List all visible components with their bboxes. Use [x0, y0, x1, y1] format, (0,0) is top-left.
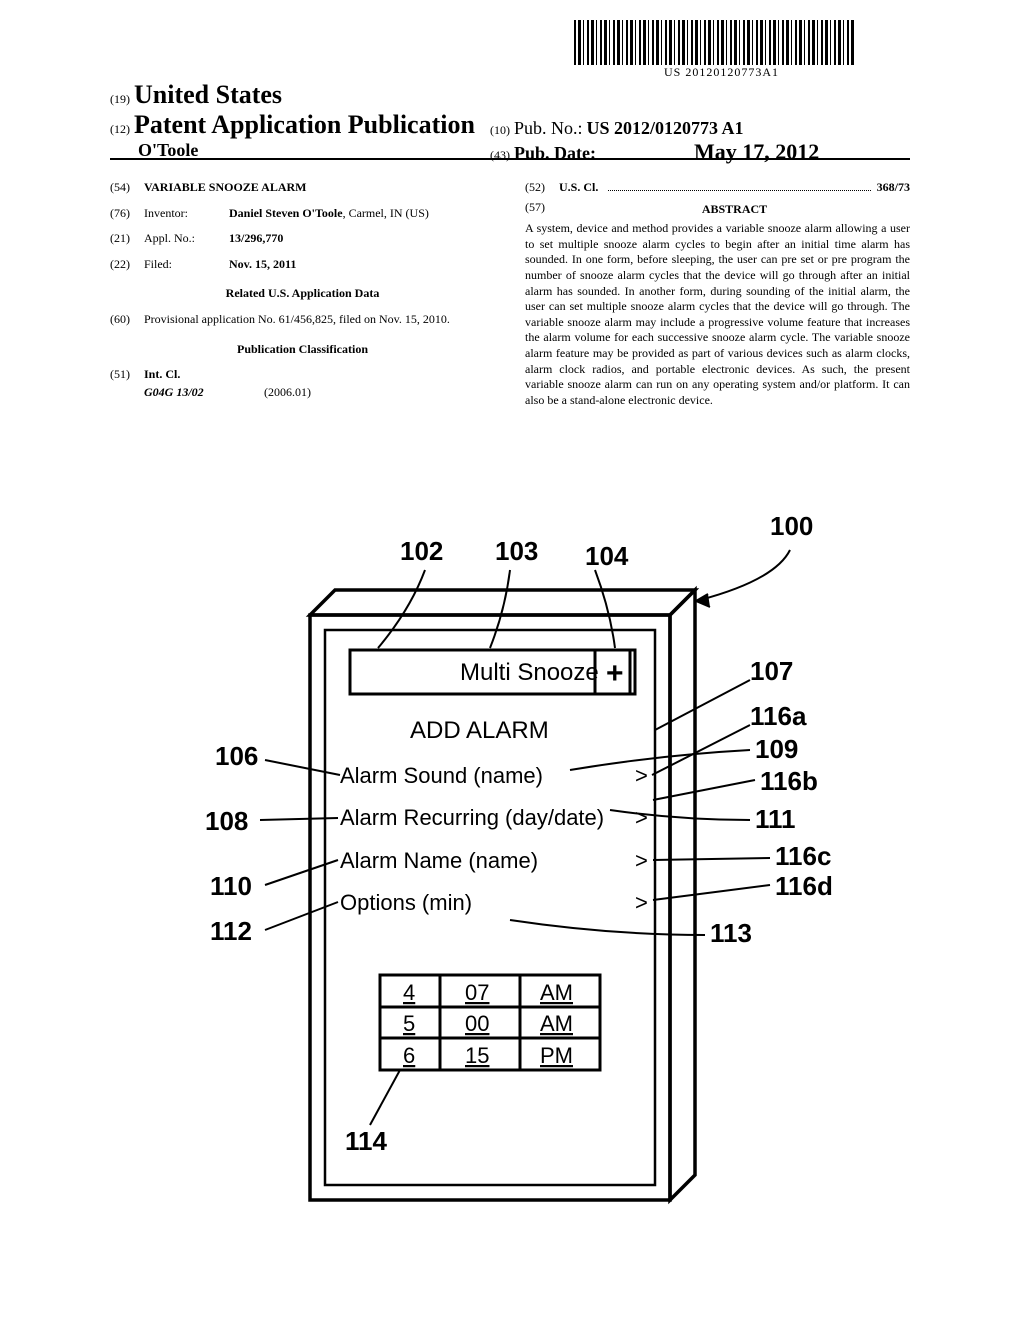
- intcl-code: G04G 13/02: [144, 385, 264, 401]
- tp-a1: AM: [540, 980, 573, 1005]
- ref-103: 103: [495, 536, 538, 566]
- arrow-3: >: [635, 848, 648, 873]
- tp-a2: AM: [540, 1011, 573, 1036]
- ref-116d: 116d: [775, 871, 833, 901]
- ref-114: 114: [345, 1126, 387, 1156]
- right-column: (52) U.S. Cl. 368/73 (57) ABSTRACT A sys…: [510, 180, 910, 408]
- tp-h2: 5: [403, 1011, 415, 1036]
- ref-104: 104: [585, 541, 629, 571]
- field-76-location: , Carmel, IN (US): [343, 206, 429, 220]
- pubno-value: US 2012/0120773 A1: [587, 118, 744, 138]
- field-21-value: 13/296,770: [229, 231, 283, 247]
- abstract-heading: ABSTRACT: [559, 202, 910, 218]
- field-54-num: (54): [110, 180, 144, 196]
- field-52-num: (52): [525, 180, 559, 196]
- field-21-num: (21): [110, 231, 144, 247]
- tp-m2: 00: [465, 1011, 489, 1036]
- field-12-num: (12): [110, 122, 130, 136]
- ref-110: 110: [210, 871, 252, 901]
- ref-116b: 116b: [760, 766, 818, 796]
- field-21-label: Appl. No.:: [144, 231, 229, 247]
- barcode-text: US 20120120773A1: [664, 65, 779, 80]
- header-rule: [110, 158, 910, 160]
- pubdate-value: May 17, 2012: [694, 139, 819, 164]
- figure: Multi Snooze + ADD ALARM Alarm Sound (na…: [110, 480, 910, 1280]
- ref-112: 112: [210, 916, 252, 946]
- field-76-num: (76): [110, 206, 144, 222]
- ref-111: 111: [755, 804, 796, 834]
- plus-icon: +: [606, 657, 624, 690]
- field-52-label: U.S. Cl.: [559, 180, 598, 196]
- ref-107: 107: [750, 656, 793, 686]
- ref-113: 113: [710, 918, 752, 948]
- country: United States: [134, 80, 282, 109]
- arrow-2: >: [635, 805, 648, 830]
- intcl-date: (2006.01): [264, 385, 311, 401]
- row-alarm-sound: Alarm Sound (name): [340, 763, 543, 788]
- tp-m1: 07: [465, 980, 489, 1005]
- pubno-label: Pub. No.:: [514, 118, 583, 138]
- ref-116a: 116a: [750, 701, 807, 731]
- publication-title: Patent Application Publication: [134, 110, 475, 139]
- field-22-num: (22): [110, 257, 144, 273]
- left-column: (54) VARIABLE SNOOZE ALARM (76) Inventor…: [110, 180, 510, 408]
- tp-a3: PM: [540, 1043, 573, 1068]
- multi-snooze-text: Multi Snooze: [460, 659, 599, 686]
- bibliographic-columns: (54) VARIABLE SNOOZE ALARM (76) Inventor…: [110, 180, 910, 408]
- row-alarm-name: Alarm Name (name): [340, 848, 538, 873]
- add-alarm-text: ADD ALARM: [410, 717, 549, 744]
- ref-102: 102: [400, 536, 443, 566]
- ref-100: 100: [770, 511, 813, 541]
- ref-109: 109: [755, 734, 798, 764]
- tp-h3: 6: [403, 1043, 415, 1068]
- ref-108: 108: [205, 806, 248, 836]
- field-76-label: Inventor:: [144, 206, 229, 222]
- field-60-num: (60): [110, 312, 144, 328]
- arrow-4: >: [635, 890, 648, 915]
- field-52-value: 368/73: [877, 180, 910, 196]
- leader-dots: [608, 180, 870, 191]
- field-57-num: (57): [525, 200, 559, 222]
- field-76-inventor: Daniel Steven O'Toole: [229, 206, 343, 220]
- arrow-1: >: [635, 763, 648, 788]
- barcode: [574, 20, 854, 65]
- tp-h1: 4: [403, 980, 415, 1005]
- row-alarm-recurring: Alarm Recurring (day/date): [340, 805, 604, 830]
- classification-heading: Publication Classification: [110, 342, 495, 358]
- field-51-label: Int. Cl.: [144, 367, 180, 383]
- field-51-num: (51): [110, 367, 144, 383]
- header-left: (19) United States (12) Patent Applicati…: [110, 80, 475, 161]
- abstract-text: A system, device and method provides a v…: [525, 221, 910, 408]
- tp-m3: 15: [465, 1043, 489, 1068]
- row-options: Options (min): [340, 890, 472, 915]
- pubdate-label: Pub. Date:: [514, 143, 596, 163]
- related-data-heading: Related U.S. Application Data: [110, 286, 495, 302]
- field-19-num: (19): [110, 92, 130, 106]
- field-22-label: Filed:: [144, 257, 229, 273]
- field-54-title: VARIABLE SNOOZE ALARM: [144, 180, 306, 196]
- ref-106: 106: [215, 741, 258, 771]
- field-22-value: Nov. 15, 2011: [229, 257, 296, 273]
- ref-116c: 116c: [775, 841, 831, 871]
- field-60-text: Provisional application No. 61/456,825, …: [144, 312, 450, 328]
- field-10-num: (10): [490, 123, 510, 137]
